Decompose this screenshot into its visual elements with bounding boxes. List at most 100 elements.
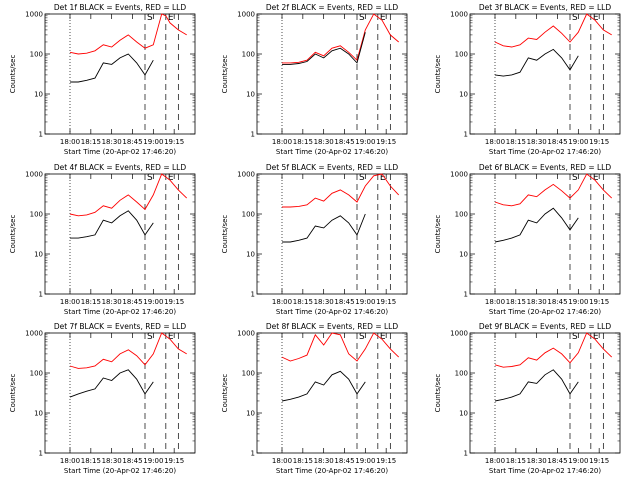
y-axis-label: Counts/sec [434, 55, 442, 94]
y-tick-label: 1000 [25, 171, 43, 179]
x-tick-label: 18:30 [527, 138, 547, 146]
y-tick-label: 1 [251, 450, 255, 458]
y-axis-label: Counts/sec [221, 55, 229, 94]
marker-s: S [147, 332, 153, 342]
marker-s: S [572, 332, 578, 342]
x-tick-label: 19:00 [143, 298, 163, 306]
y-tick-label: 10 [34, 91, 43, 99]
chart-title: Det 3f BLACK = Events, RED = LLD [479, 3, 612, 12]
y-tick-label: 1 [464, 450, 468, 458]
y-tick-label: 100 [30, 370, 43, 378]
x-tick-label: 18:15 [506, 298, 526, 306]
y-tick-label: 1000 [450, 330, 468, 338]
y-tick-label: 1000 [25, 330, 43, 338]
chart-title: Det 1f BLACK = Events, RED = LLD [54, 3, 187, 12]
x-tick-label: 18:00 [60, 457, 80, 465]
marker-e: E [380, 173, 386, 183]
series-line-events [69, 369, 154, 398]
x-tick-label: 18:45 [547, 298, 567, 306]
y-tick-label: 1 [251, 291, 255, 299]
x-tick-label: 18:30 [314, 298, 334, 306]
marker-s: S [147, 13, 153, 23]
y-tick-label: 1 [464, 131, 468, 139]
marker-e: E [168, 13, 174, 23]
marker-s: S [572, 173, 578, 183]
x-tick-label: 19:15 [589, 457, 609, 465]
x-tick-label: 19:15 [376, 298, 396, 306]
plot-frame [469, 173, 621, 295]
y-tick-label: 10 [34, 251, 43, 259]
x-axis-label: Start Time (20-Apr-02 17:46:20) [276, 467, 388, 475]
x-tick-label: 18:30 [102, 138, 122, 146]
y-tick-label: 10 [459, 251, 468, 259]
chart-panel-9: Det 9f BLACK = Events, RED = LLD Counts/s… [434, 322, 621, 475]
x-tick-label: 18:30 [102, 457, 122, 465]
series-line-lld [282, 173, 400, 208]
marker-e: E [380, 13, 386, 23]
x-tick-label: 19:15 [164, 457, 184, 465]
marker-s: S [147, 173, 153, 183]
x-tick-label: 18:45 [334, 298, 354, 306]
x-tick-label: 18:45 [334, 457, 354, 465]
x-tick-label: 18:45 [547, 457, 567, 465]
x-axis-label: Start Time (20-Apr-02 17:46:20) [489, 308, 601, 316]
x-tick-label: 18:00 [60, 138, 80, 146]
x-tick-label: 18:30 [314, 457, 334, 465]
x-tick-label: 18:45 [122, 298, 142, 306]
series-line-events [494, 369, 579, 402]
chart-title: Det 7f BLACK = Events, RED = LLD [54, 322, 187, 331]
series-line-lld [69, 13, 187, 55]
x-axis-label: Start Time (20-Apr-02 17:46:20) [64, 467, 176, 475]
x-tick-label: 19:00 [568, 138, 588, 146]
chart-panel-5: Det 5f BLACK = Events, RED = LLD Counts/s… [221, 163, 408, 316]
y-tick-label: 10 [246, 251, 255, 259]
x-tick-label: 19:00 [568, 298, 588, 306]
chart-title: Det 8f BLACK = Events, RED = LLD [266, 322, 399, 331]
y-tick-label: 100 [30, 51, 43, 59]
y-tick-label: 1000 [237, 330, 255, 338]
y-axis-label: Counts/sec [221, 374, 229, 413]
chart-panel-6: Det 6f BLACK = Events, RED = LLD Counts/s… [434, 163, 621, 316]
x-tick-label: 18:00 [272, 138, 292, 146]
plot-frame [469, 13, 621, 135]
marker-s: S [359, 13, 365, 23]
marker-s: S [572, 13, 578, 23]
x-tick-label: 19:00 [143, 138, 163, 146]
y-tick-label: 100 [30, 211, 43, 219]
plot-frame [256, 332, 408, 454]
x-tick-label: 19:15 [589, 138, 609, 146]
x-tick-label: 18:15 [293, 138, 313, 146]
x-tick-label: 18:00 [485, 457, 505, 465]
plot-frame [44, 173, 196, 295]
series-line-lld [494, 173, 613, 207]
y-axis-label: Counts/sec [9, 215, 17, 254]
y-tick-label: 100 [242, 51, 255, 59]
y-tick-label: 100 [455, 211, 468, 219]
x-tick-label: 18:15 [506, 457, 526, 465]
y-tick-label: 10 [459, 410, 468, 418]
x-tick-label: 18:15 [81, 138, 101, 146]
x-axis-label: Start Time (20-Apr-02 17:46:20) [276, 148, 388, 156]
x-tick-label: 18:15 [293, 457, 313, 465]
y-axis-label: Counts/sec [9, 55, 17, 94]
y-tick-label: 10 [34, 410, 43, 418]
x-tick-label: 19:00 [568, 457, 588, 465]
x-tick-label: 19:15 [376, 138, 396, 146]
x-tick-label: 18:00 [272, 457, 292, 465]
plot-frame [256, 173, 408, 295]
y-tick-label: 10 [459, 91, 468, 99]
x-tick-label: 19:15 [164, 138, 184, 146]
chart-panel-4: Det 4f BLACK = Events, RED = LLD Counts/s… [9, 163, 196, 316]
x-tick-label: 18:00 [485, 298, 505, 306]
chart-title: Det 9f BLACK = Events, RED = LLD [479, 322, 612, 331]
x-tick-label: 19:15 [376, 457, 396, 465]
series-line-events [70, 53, 154, 83]
chart-panel-3: Det 3f BLACK = Events, RED = LLD Counts/s… [434, 3, 621, 156]
y-axis-label: Counts/sec [221, 215, 229, 254]
x-tick-label: 18:45 [122, 457, 142, 465]
y-tick-label: 10 [246, 91, 255, 99]
y-tick-label: 100 [242, 211, 255, 219]
y-tick-label: 1 [251, 131, 255, 139]
chart-title: Det 2f BLACK = Events, RED = LLD [266, 3, 399, 12]
